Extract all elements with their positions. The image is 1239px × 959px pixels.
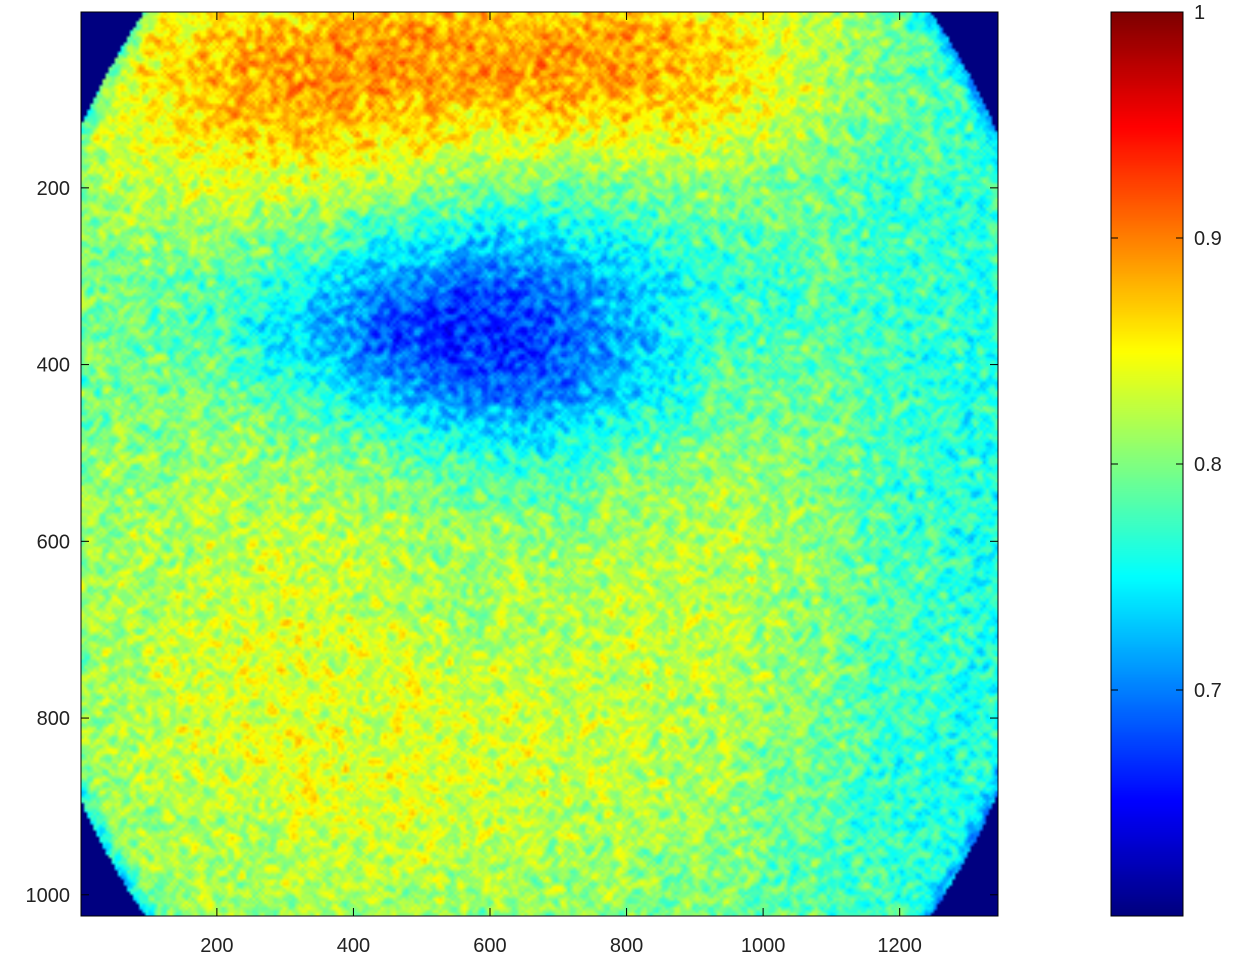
colorbar-tick-label: 0.8: [1194, 454, 1222, 476]
x-tick-label: 200: [200, 935, 233, 957]
colorbar-gradient: [1111, 12, 1183, 916]
y-tick-label: 1000: [26, 885, 71, 907]
plot-area: [81, 12, 998, 916]
colorbar-ticks: 0.7 0.8 0.9 1: [1111, 2, 1222, 702]
y-tick-label: 600: [37, 531, 70, 553]
colorbar-tick-label: 1: [1194, 2, 1205, 24]
y-tick-label: 800: [37, 708, 70, 730]
colorbar-tick-label: 0.9: [1194, 228, 1222, 250]
y-axis: 200 400 600 800 1000: [26, 178, 998, 907]
plot-frame: [80, 11, 999, 917]
x-axis: 200 400 600 800 1000 1200: [200, 12, 922, 957]
x-tick-label: 600: [473, 935, 506, 957]
y-tick-label: 400: [37, 355, 70, 377]
x-tick-label: 800: [610, 935, 643, 957]
colorbar: 0.7 0.8 0.9 1: [1110, 2, 1222, 917]
heatmap-image: [81, 12, 998, 916]
colorbar-tick-label: 0.7: [1194, 680, 1222, 702]
x-tick-label: 1200: [877, 935, 922, 957]
x-tick-label: 1000: [741, 935, 786, 957]
x-tick-label: 400: [337, 935, 370, 957]
y-tick-label: 200: [37, 178, 70, 200]
